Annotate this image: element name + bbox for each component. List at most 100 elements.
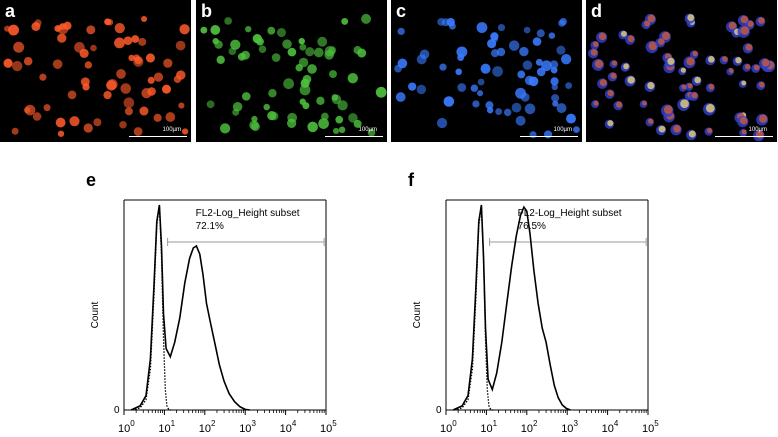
- cell: [593, 100, 599, 106]
- cell: [647, 82, 655, 90]
- cell: [519, 46, 529, 57]
- cell: [761, 58, 770, 67]
- x-tick-label: 105: [642, 419, 659, 435]
- cell: [212, 37, 219, 45]
- cell: [598, 32, 607, 41]
- cell: [416, 54, 427, 65]
- cell: [295, 63, 303, 72]
- cell: [131, 35, 140, 43]
- micrograph-c-cells: [394, 17, 580, 139]
- x-tick-label: 101: [158, 419, 175, 435]
- scale-text-d: 100µm: [748, 127, 767, 133]
- cell: [648, 41, 658, 51]
- cell: [439, 63, 447, 71]
- cell: [307, 64, 317, 74]
- cell: [361, 13, 372, 24]
- cell: [663, 105, 673, 115]
- micrograph-d-cells: [588, 13, 776, 142]
- cell: [745, 43, 753, 51]
- cell: [353, 119, 362, 128]
- cell: [276, 27, 286, 38]
- cell: [558, 19, 566, 27]
- cell: [147, 87, 156, 96]
- cell: [181, 128, 189, 135]
- cell: [535, 58, 543, 66]
- cell: [32, 112, 42, 121]
- micrograph-b: b 100µm: [196, 0, 387, 142]
- x-tick-label: 103: [239, 419, 256, 435]
- cell: [119, 120, 127, 129]
- cell: [57, 33, 67, 43]
- cell: [642, 100, 647, 106]
- cell: [508, 40, 520, 51]
- cell: [375, 86, 387, 98]
- cell: [317, 36, 328, 47]
- micrograph-a-cells: [3, 15, 190, 137]
- cell: [333, 127, 340, 135]
- cell: [741, 129, 747, 135]
- cell: [551, 83, 558, 91]
- panel-label-e: e: [86, 170, 97, 190]
- scale-line-d: [715, 136, 773, 137]
- y-axis-label: Count: [90, 301, 101, 328]
- cell: [691, 92, 698, 99]
- scale-bar-d: 100µm: [715, 127, 773, 139]
- cell: [216, 55, 225, 64]
- micrograph-c: c 100µm: [391, 0, 582, 142]
- cell: [394, 64, 402, 73]
- cell: [599, 79, 607, 87]
- cell: [163, 58, 173, 68]
- sample-histogram-line: [452, 204, 571, 411]
- cell: [34, 19, 42, 27]
- cell: [8, 24, 19, 36]
- cell: [210, 25, 221, 35]
- cell: [267, 111, 277, 121]
- cell: [175, 40, 186, 51]
- cell: [744, 63, 751, 70]
- cell: [52, 59, 63, 69]
- cell: [705, 103, 715, 113]
- sample-histogram-line: [130, 204, 250, 411]
- cell: [93, 118, 102, 127]
- cell: [607, 89, 614, 97]
- cell: [55, 117, 66, 128]
- cell: [258, 45, 267, 53]
- cell: [79, 48, 89, 58]
- cell: [480, 63, 491, 74]
- gate-label: FL2-Log_Height subset: [518, 208, 622, 219]
- cell: [436, 117, 448, 129]
- cell: [523, 26, 531, 34]
- cell: [341, 17, 349, 25]
- cell: [267, 26, 276, 35]
- cell: [549, 60, 559, 69]
- cell: [441, 18, 450, 27]
- cell: [104, 18, 112, 26]
- cell: [232, 101, 243, 112]
- cell: [153, 72, 164, 82]
- x-tick-label: 100: [440, 419, 457, 435]
- cell: [648, 118, 654, 124]
- cell: [694, 76, 701, 84]
- cell: [141, 15, 148, 22]
- cell: [283, 78, 295, 90]
- cell: [758, 17, 765, 24]
- cell: [560, 54, 572, 65]
- cell: [566, 113, 576, 124]
- cell: [728, 21, 737, 30]
- cell: [647, 14, 656, 23]
- cell: [133, 127, 143, 136]
- cell: [165, 112, 176, 122]
- cell: [241, 50, 250, 60]
- cell: [397, 27, 405, 36]
- cell: [134, 56, 143, 65]
- cell: [123, 36, 133, 45]
- cell: [263, 103, 270, 111]
- cell: [680, 67, 686, 73]
- cell: [347, 72, 359, 84]
- cell: [307, 121, 318, 133]
- cell: [337, 100, 348, 111]
- scale-bar-c: 100µm: [520, 127, 578, 139]
- cell: [245, 25, 252, 33]
- histogram-e: 100 101 102 103 104 105 Count 0 FL2-Log_Height s…: [90, 199, 337, 435]
- cell: [67, 90, 77, 100]
